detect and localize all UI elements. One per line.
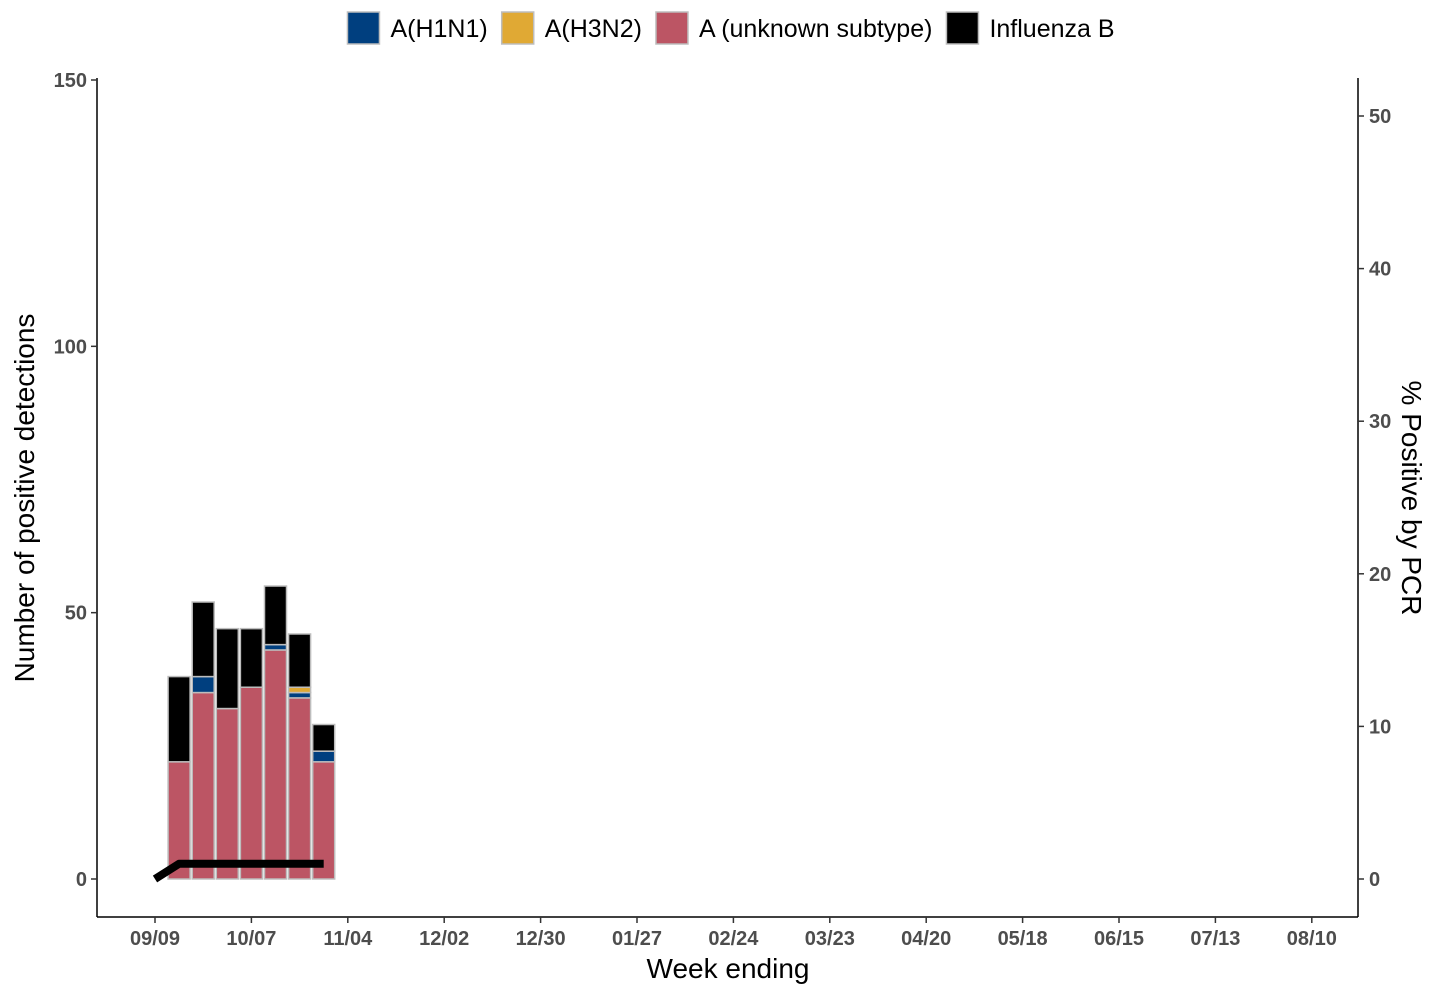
x-tick-label: 03/23 <box>805 928 855 950</box>
x-tick-label: 08/10 <box>1287 928 1337 950</box>
bar-segment <box>263 585 288 646</box>
bar-segment <box>287 691 312 699</box>
legend-label: A (unknown subtype) <box>699 15 932 43</box>
bar-segment <box>215 627 240 710</box>
x-tick-label: 06/15 <box>1094 928 1144 950</box>
legend-label: A(H3N2) <box>545 15 642 43</box>
legend-swatch <box>346 11 381 45</box>
x-tick-label: 04/20 <box>901 928 951 950</box>
y-tick-label: 150 <box>54 70 87 92</box>
legend-label: Influenza B <box>989 15 1114 43</box>
x-tick-label: 09/09 <box>130 928 180 950</box>
x-tick-label: 11/04 <box>323 928 373 950</box>
bar-segment <box>311 750 336 763</box>
bar-segment <box>167 675 191 763</box>
percent-positive-polyline <box>152 859 324 883</box>
bar-stacks <box>167 585 336 880</box>
legend-swatch <box>500 11 535 45</box>
x-tick-label: 05/18 <box>998 928 1048 950</box>
y2-axis-title: % Positive by PCR <box>1396 381 1427 616</box>
legend-swatch <box>655 11 689 45</box>
bar-segment <box>263 649 288 880</box>
bar-segment <box>311 723 336 752</box>
bar-segment <box>263 643 288 651</box>
bar-segment <box>191 691 215 880</box>
y-tick-label: 50 <box>65 603 87 625</box>
x-axis-title: Week ending <box>647 953 810 984</box>
y2-tick-label: 20 <box>1369 564 1391 586</box>
x-tick-label: 12/30 <box>516 928 566 950</box>
legend-swatch <box>945 11 980 45</box>
bar-segment <box>215 707 240 880</box>
axes: 0 50 100 150 0 10 20 30 40 50 09/09 10/07 11/04 12/02… <box>54 70 1392 950</box>
bar-segment <box>287 686 312 694</box>
y2-tick-label: 0 <box>1369 869 1380 891</box>
y2-tick-label: 50 <box>1369 106 1391 128</box>
y-tick-label: 0 <box>76 869 87 891</box>
y-axis-title: Number of positive detections <box>9 314 40 683</box>
legend-label: A(H1N1) <box>390 15 487 43</box>
x-tick-label: 10/07 <box>226 928 276 950</box>
bar-segment <box>287 633 312 688</box>
x-tick-label: 12/02 <box>419 928 469 950</box>
percent-positive-line <box>152 859 324 883</box>
bar-segment <box>287 697 312 880</box>
bar-segment <box>191 601 215 678</box>
y2-tick-label: 30 <box>1369 411 1391 433</box>
bar-segment <box>239 627 264 688</box>
x-tick-label: 02/24 <box>708 928 759 950</box>
y-tick-label: 100 <box>54 336 87 358</box>
y2-tick-label: 40 <box>1369 259 1391 281</box>
x-tick-label: 01/27 <box>612 928 662 950</box>
x-tick-label: 07/13 <box>1190 928 1240 950</box>
legend: A(H1N1) A(H3N2) A (unknown subtype) Influen… <box>346 11 1115 45</box>
bar-segment <box>191 675 215 694</box>
bar-segment <box>239 686 264 880</box>
y2-tick-label: 10 <box>1369 716 1391 738</box>
